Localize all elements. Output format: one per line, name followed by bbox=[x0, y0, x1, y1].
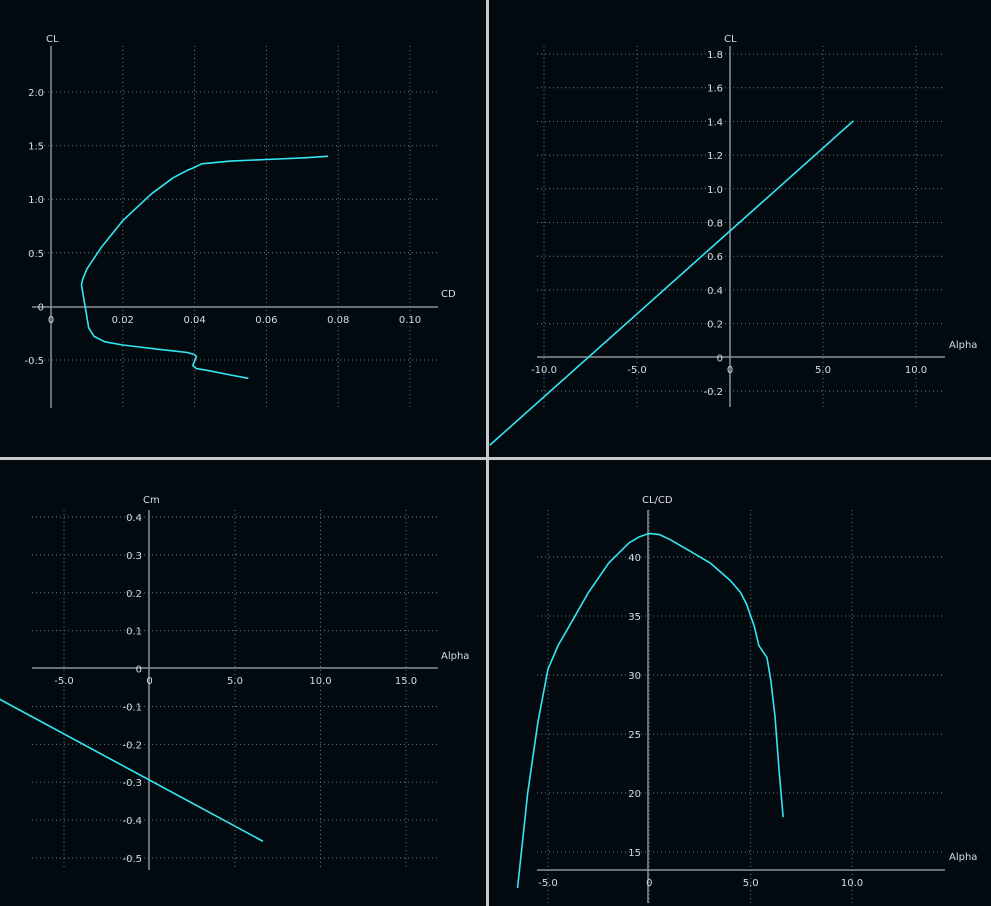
y-tick-label: 0 bbox=[717, 353, 723, 364]
y-tick-label: 1.0 bbox=[707, 185, 723, 196]
x-tick-label: 0 bbox=[646, 878, 652, 889]
y-tick-label: -0.4 bbox=[122, 816, 142, 827]
y-tick-label: 0.4 bbox=[126, 513, 142, 524]
y-axis-title: CL bbox=[724, 34, 737, 45]
y-tick-label: -0.5 bbox=[122, 854, 142, 865]
y-axis-title: Cm bbox=[143, 495, 160, 506]
y-tick-label: 0.6 bbox=[707, 252, 723, 263]
y-tick-label: 20 bbox=[628, 789, 641, 800]
x-tick-label: 0.04 bbox=[183, 315, 205, 326]
x-tick-label: 10.0 bbox=[905, 365, 927, 376]
y-axis-title: CL bbox=[46, 34, 59, 45]
svg-text:· ·: · · bbox=[392, 15, 399, 23]
y-tick-label: 0.1 bbox=[126, 627, 142, 638]
x-tick-label: 15.0 bbox=[395, 676, 417, 687]
y-tick-label: 25 bbox=[628, 730, 641, 741]
y-tick-label: 0 bbox=[136, 665, 142, 676]
y-axis-title: CL/CD bbox=[642, 495, 673, 506]
y-tick-label: 0.4 bbox=[707, 286, 723, 297]
x-tick-label: 0 bbox=[727, 365, 733, 376]
x-tick-label: 0.02 bbox=[112, 315, 134, 326]
y-tick-label: 0.2 bbox=[707, 320, 723, 331]
x-axis-title: Alpha bbox=[949, 340, 977, 351]
y-tick-label: -0.1 bbox=[122, 702, 142, 713]
polar-curve bbox=[0, 698, 264, 842]
polar-curve bbox=[489, 120, 854, 446]
x-tick-label: 0.10 bbox=[399, 315, 421, 326]
y-tick-label: 1.0 bbox=[28, 195, 44, 206]
y-tick-label: 2.0 bbox=[28, 88, 44, 99]
x-tick-label: -5.0 bbox=[538, 878, 558, 889]
y-tick-label: 1.2 bbox=[707, 151, 723, 162]
polar-curve bbox=[80, 155, 329, 380]
x-axis-title: CD bbox=[441, 289, 456, 300]
x-tick-label: 5.0 bbox=[227, 676, 243, 687]
y-tick-label: -0.2 bbox=[122, 740, 142, 751]
y-tick-label: -0.2 bbox=[703, 387, 723, 398]
x-tick-label: 5.0 bbox=[743, 878, 759, 889]
x-tick-label: 0 bbox=[146, 676, 152, 687]
x-tick-label: 5.0 bbox=[815, 365, 831, 376]
y-tick-label: 0 bbox=[38, 302, 44, 313]
y-tick-label: 1.4 bbox=[707, 117, 723, 128]
y-tick-label: 1.5 bbox=[28, 142, 44, 153]
y-tick-label: 0.8 bbox=[707, 219, 723, 230]
panel-clcd-alpha: -5.0 0 5.0 10.0 15 20 25 30 35 40 Alpha CL/CD bbox=[516, 495, 977, 903]
panel-cl-cd: 0 0.02 0.04 0.06 0.08 0.10 -0.5 0 0.5 1.0 1.5 2.0 CD… bbox=[24, 34, 456, 408]
x-tick-label: -5.0 bbox=[54, 676, 74, 687]
horizontal-divider[interactable] bbox=[0, 457, 991, 460]
panel-cl-alpha: -10.0 -5.0 0 5.0 10.0 -0.2 0 0.2 0.4 0.6 0.8 1.0 1.2… bbox=[489, 34, 977, 446]
x-tick-label: 0.08 bbox=[327, 315, 349, 326]
y-tick-label: 35 bbox=[628, 612, 641, 623]
x-tick-label: 0 bbox=[48, 315, 54, 326]
x-tick-label: -10.0 bbox=[531, 365, 557, 376]
y-tick-label: 0.2 bbox=[126, 589, 142, 600]
polar-curve bbox=[516, 532, 784, 889]
y-tick-label: -0.5 bbox=[24, 356, 44, 367]
legend-remnant: · · · · bbox=[392, 4, 399, 23]
panel-cm-alpha: -5.0 0 5.0 10.0 15.0 -0.5 -0.4 -0.3 -0.2 -0.1 0 0.1… bbox=[0, 495, 469, 870]
x-tick-label: -5.0 bbox=[627, 365, 647, 376]
x-tick-label: 10.0 bbox=[309, 676, 331, 687]
x-tick-label: 0.06 bbox=[255, 315, 277, 326]
x-axis-title: Alpha bbox=[949, 852, 977, 863]
vertical-divider[interactable] bbox=[486, 0, 489, 906]
x-tick-label: 10.0 bbox=[841, 878, 863, 889]
y-tick-label: 1.8 bbox=[707, 50, 723, 61]
svg-text:· ·: · · bbox=[392, 4, 399, 12]
y-tick-label: 1.6 bbox=[707, 84, 723, 95]
y-tick-label: 30 bbox=[628, 671, 641, 682]
y-tick-label: 0.5 bbox=[28, 249, 44, 260]
y-tick-label: -0.3 bbox=[122, 778, 142, 789]
x-axis-title: Alpha bbox=[441, 651, 469, 662]
y-tick-label: 0.3 bbox=[126, 551, 142, 562]
y-tick-label: 15 bbox=[628, 848, 641, 859]
y-tick-label: 40 bbox=[628, 553, 641, 564]
